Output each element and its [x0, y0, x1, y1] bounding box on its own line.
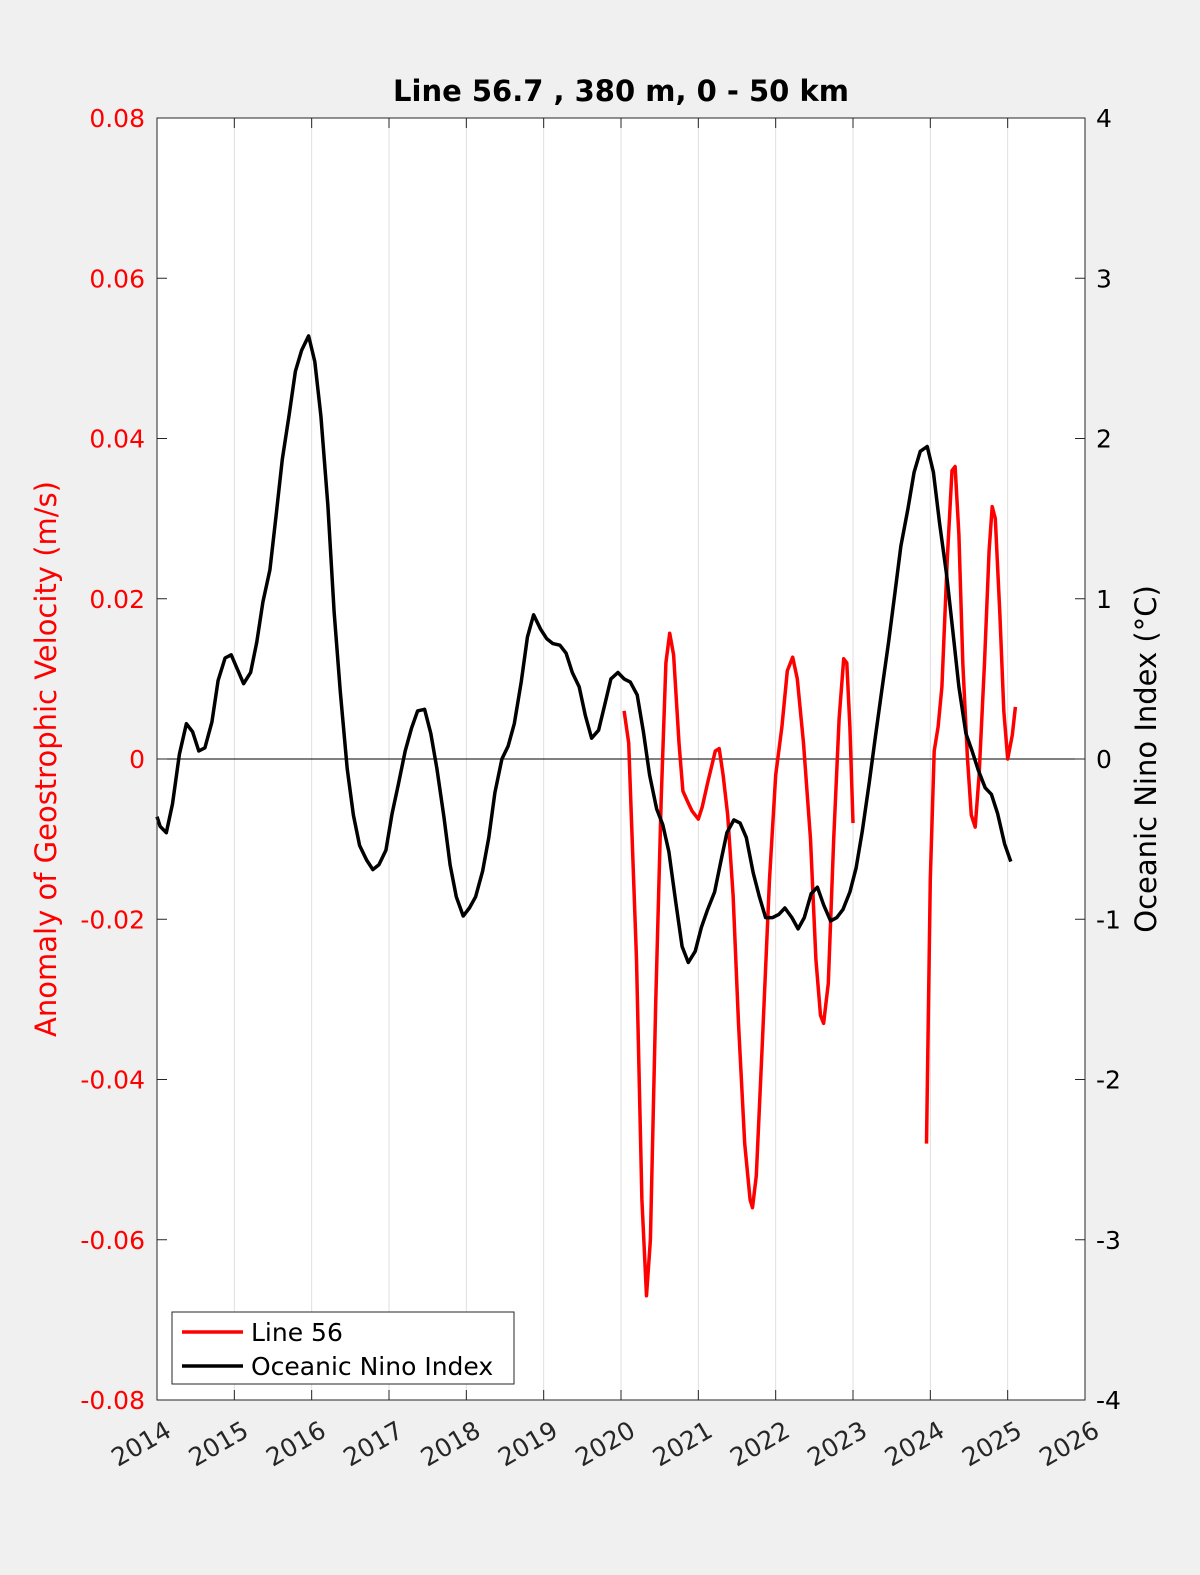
legend-label-line-56: Line 56: [251, 1318, 343, 1347]
y-right-tick-label--2: -2: [1096, 1066, 1121, 1095]
y-right-tick-label-4: 4: [1096, 104, 1112, 133]
series-oceanic-nino-index: [155, 334, 1013, 965]
y-right-tick-label-2: 2: [1096, 425, 1112, 454]
y-axis-right-label: Oceanic Nino Index (°C): [1129, 585, 1163, 933]
y-right-tick-label--1: -1: [1096, 905, 1121, 934]
y-left-tick-label--0.04: -0.04: [80, 1066, 145, 1095]
y-axis-left-label: Anomaly of Geostrophic Velocity (m/s): [29, 481, 63, 1037]
legend: Line 56 Oceanic Nino Index: [171, 1311, 515, 1385]
y-left-tick-label-0.02: 0.02: [89, 585, 145, 614]
y-left-tick-label--0.08: -0.08: [80, 1386, 145, 1415]
y-left-tick-label-0.04: 0.04: [89, 425, 145, 454]
y-left-tick-label-0.08: 0.08: [89, 104, 145, 133]
y-left-tick-label--0.06: -0.06: [80, 1226, 145, 1255]
y-left-tick-label-0.06: 0.06: [89, 264, 145, 293]
y-right-tick-label--4: -4: [1096, 1386, 1121, 1415]
y-right-tick-label-1: 1: [1096, 585, 1112, 614]
legend-label-oceanic-nino-index: Oceanic Nino Index: [251, 1352, 493, 1381]
series-line-56: [622, 464, 1018, 1298]
y-right-tick-label-3: 3: [1096, 264, 1112, 293]
y-right-tick-label--3: -3: [1096, 1226, 1121, 1255]
y-right-tick-label-0: 0: [1096, 745, 1112, 774]
chart-title: Line 56.7 , 380 m, 0 - 50 km: [393, 74, 849, 108]
y-left-tick-label-0: 0: [129, 745, 145, 774]
series-group: [155, 334, 1018, 1298]
legend-box: [171, 1311, 515, 1385]
y-left-tick-label--0.02: -0.02: [80, 905, 145, 934]
